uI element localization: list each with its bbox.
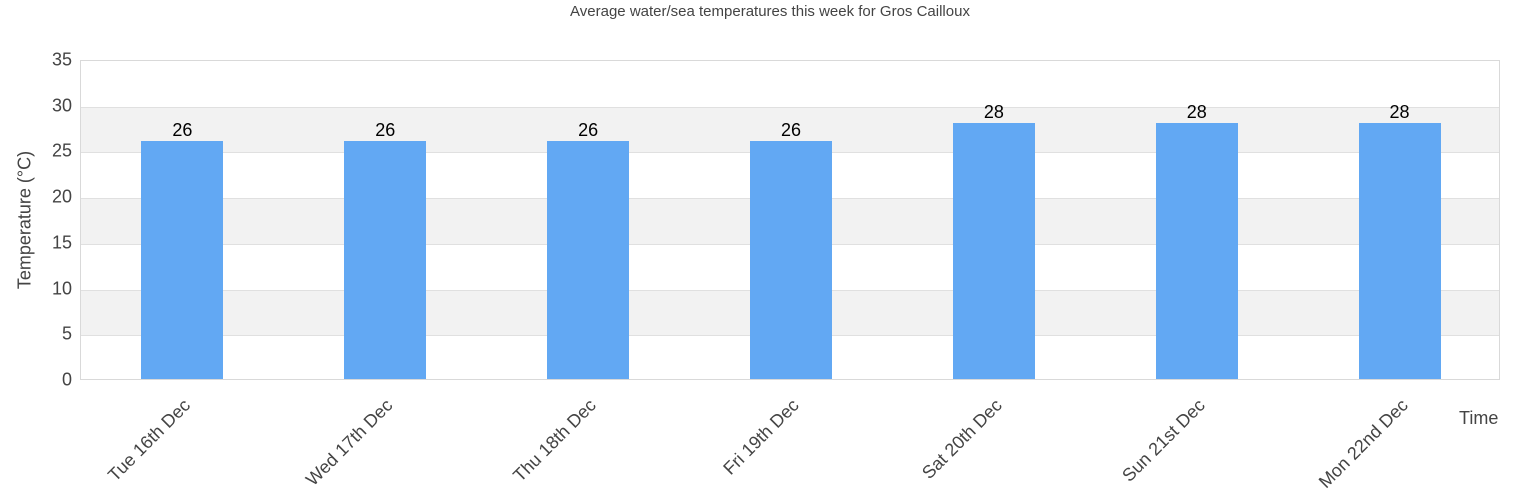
data-label: 28: [983, 102, 1004, 122]
y-tick-label: 35: [51, 49, 72, 70]
data-label: 26: [780, 120, 802, 141]
x-tick-label: Thu 18th Dec: [509, 395, 600, 486]
y-tick-label: 15: [51, 232, 72, 253]
bar[interactable]: [952, 123, 1035, 379]
y-tick-label: 5: [61, 323, 72, 344]
x-tick-label: Sat 20th Dec: [917, 395, 1006, 483]
y-axis-title: Temperature (°C): [14, 150, 35, 290]
bar[interactable]: [750, 141, 832, 379]
bar[interactable]: [1155, 123, 1238, 379]
x-axis-title: Time: [1459, 408, 1499, 428]
bar[interactable]: [547, 141, 630, 379]
gridline: [81, 106, 1499, 108]
bar[interactable]: [141, 141, 224, 379]
x-tick-label: Wed 17th Dec: [302, 395, 397, 490]
y-tick-label: 30: [51, 95, 72, 116]
y-tick-label: 25: [51, 140, 72, 161]
chart-title: Average water/sea temperatures this week…: [570, 3, 970, 20]
data-label: 26: [375, 120, 396, 141]
data-label: 28: [1389, 102, 1410, 122]
bar[interactable]: [1358, 123, 1441, 379]
bar[interactable]: [344, 141, 427, 379]
x-tick-label: Sun 21st Dec: [1117, 395, 1209, 486]
x-tick-label: Fri 19th Dec: [719, 395, 803, 479]
plot-area: 26 26 26 26 28 28 28: [80, 60, 1500, 380]
x-tick-label: Tue 16th Dec: [104, 395, 195, 486]
data-label: 26: [578, 120, 599, 141]
data-label: 26: [172, 120, 193, 141]
x-tick-label: Mon 22nd Dec: [1314, 395, 1412, 493]
y-tick-label: 0: [61, 369, 72, 390]
y-tick-label: 10: [51, 278, 72, 299]
y-tick-label: 20: [51, 186, 72, 207]
data-label: 28: [1186, 102, 1207, 122]
